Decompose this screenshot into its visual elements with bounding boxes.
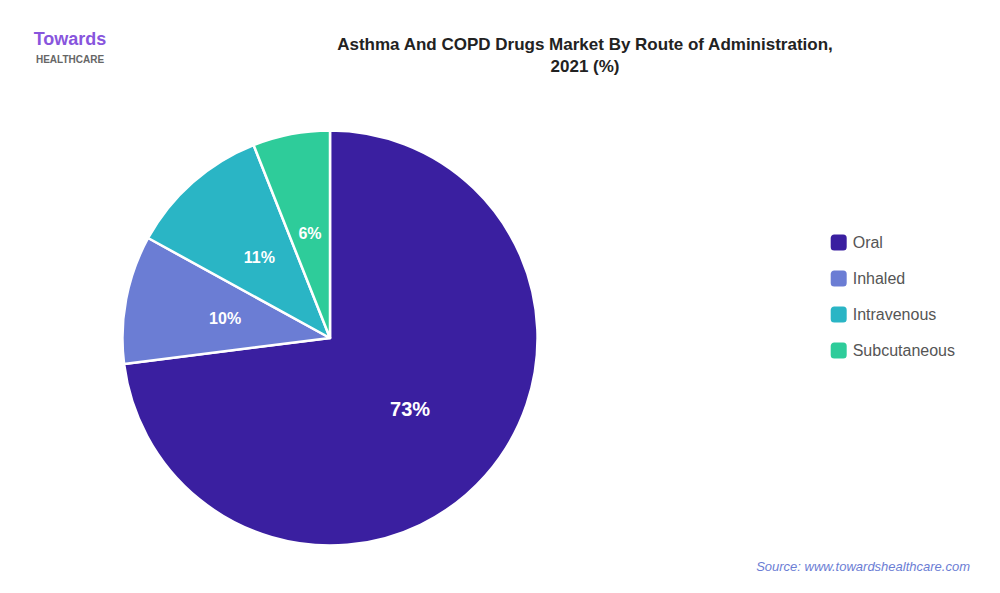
svg-text:10%: 10%	[209, 310, 241, 327]
svg-text:Oral: Oral	[853, 234, 883, 251]
svg-text:HEALTHCARE: HEALTHCARE	[36, 54, 104, 65]
svg-text:Subcutaneous: Subcutaneous	[853, 342, 955, 359]
svg-text:Asthma And COPD Drugs Market B: Asthma And COPD Drugs Market By Route of…	[337, 35, 833, 54]
svg-text:Source: www.towardshealthcare.: Source: www.towardshealthcare.com	[756, 559, 970, 574]
svg-text:11%: 11%	[244, 249, 275, 266]
svg-text:Towards: Towards	[34, 29, 107, 49]
svg-text:Intravenous: Intravenous	[853, 306, 937, 323]
svg-text:Inhaled: Inhaled	[853, 270, 906, 287]
svg-text:73%: 73%	[390, 398, 430, 420]
svg-text:2021 (%): 2021 (%)	[551, 57, 620, 76]
svg-text:6%: 6%	[298, 225, 321, 242]
